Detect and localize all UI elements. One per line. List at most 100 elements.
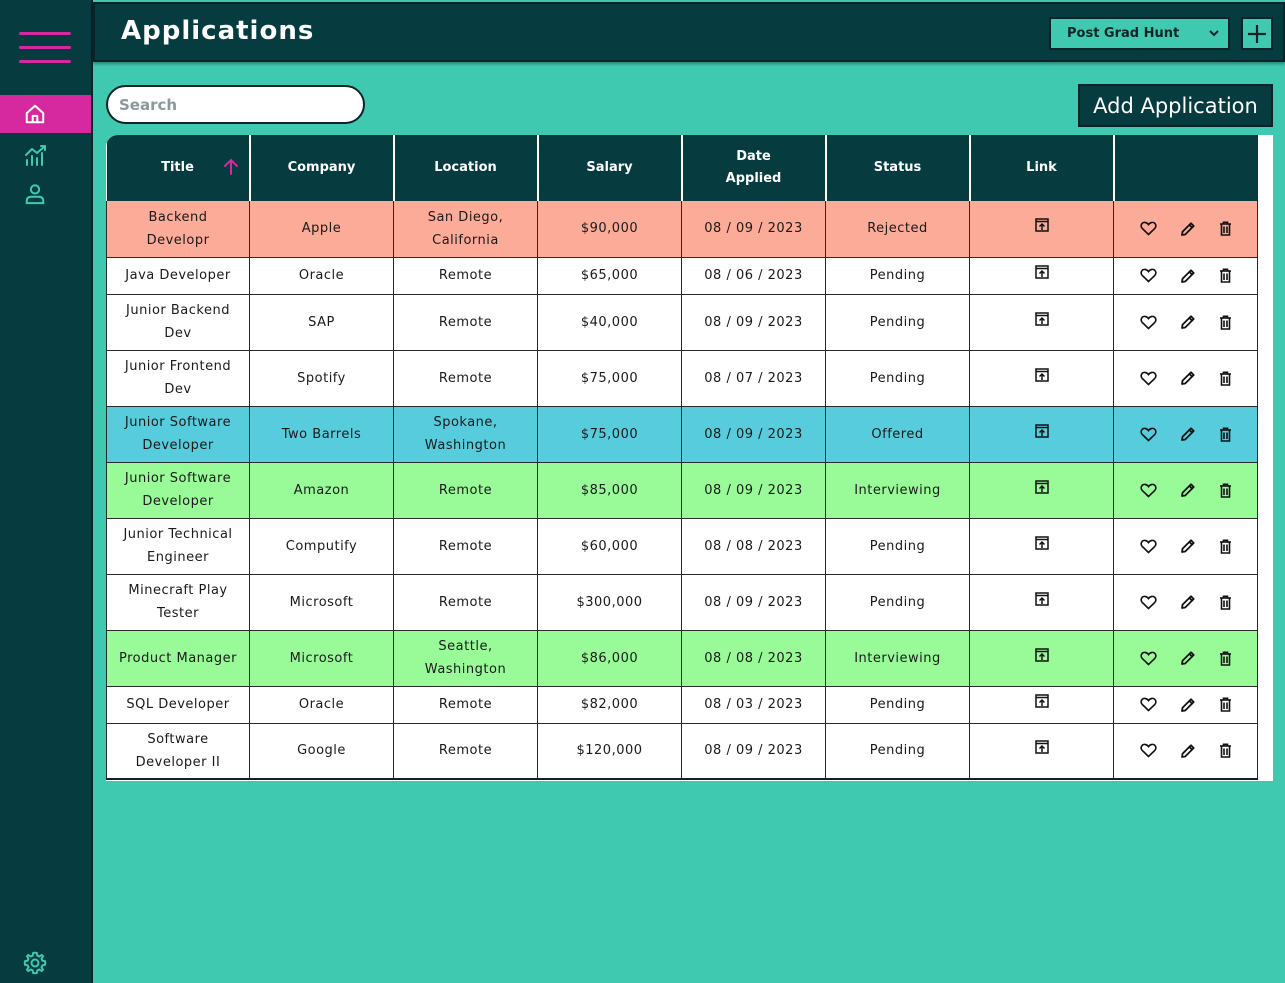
trash-icon[interactable] [1219,315,1232,330]
trash-icon[interactable] [1219,427,1232,442]
trash-icon[interactable] [1219,268,1232,283]
cell-salary: $65,000 [537,257,682,295]
top-header: Applications Post Grad Hunt [93,2,1285,62]
pencil-icon[interactable] [1180,426,1196,442]
open-link-icon[interactable] [1034,694,1049,708]
open-link-icon[interactable] [1034,535,1049,550]
trash-icon[interactable] [1219,371,1232,386]
cell-text: Minecraft Play Tester [128,583,228,621]
cell-link [969,201,1114,258]
cell-text: Junior Software Developer [124,471,232,509]
pencil-icon[interactable] [1180,314,1196,330]
column-header-date[interactable]: Date Applied [681,135,827,201]
trash-icon[interactable] [1219,595,1232,610]
table-row[interactable]: SQL Developer Oracle Remote $82,000 08 / 03 … [106,686,1258,724]
cell-location: Seattle, Washington [393,630,538,687]
sidebar [0,0,93,983]
heart-icon[interactable] [1139,595,1157,610]
open-link-icon[interactable] [1034,218,1049,232]
board-select-label: Post Grad Hunt [1067,26,1180,41]
heart-icon[interactable] [1139,651,1157,666]
open-link-icon[interactable] [1034,311,1049,326]
table-row[interactable]: Junior Frontend Dev Spotify Remote $75,000 0… [106,350,1258,407]
column-header-title[interactable]: Title [106,135,251,201]
arrow-up-icon[interactable] [223,158,239,176]
table-row[interactable]: Junior Backend Dev SAP Remote $40,000 08 / 0… [106,294,1258,351]
column-header-status[interactable]: Status [825,135,971,201]
pencil-icon[interactable] [1180,268,1196,284]
trash-icon[interactable] [1219,539,1232,554]
open-link-icon[interactable] [1034,479,1049,494]
cell-title: Junior Backend Dev [106,294,250,351]
open-link-icon[interactable] [1034,265,1049,279]
hamburger-menu-icon[interactable] [19,32,71,64]
heart-icon[interactable] [1139,483,1157,498]
cell-company: Microsoft [249,574,394,631]
pencil-icon[interactable] [1180,482,1196,498]
cell-title: Minecraft Play Tester [106,574,250,631]
pencil-icon[interactable] [1180,538,1196,554]
heart-icon[interactable] [1139,539,1157,554]
open-link-icon[interactable] [1034,423,1049,438]
table-row[interactable]: Software Developer II Google Remote $120,00… [106,723,1258,780]
plus-icon [1248,24,1266,43]
cell-salary: $86,000 [537,630,682,687]
pencil-icon[interactable] [1180,697,1196,713]
table-row[interactable]: Product Manager Microsoft Seattle, Washing… [106,630,1258,687]
pencil-icon[interactable] [1180,370,1196,386]
nav-stats[interactable] [0,136,91,174]
open-link-icon[interactable] [1034,591,1049,606]
open-link-icon[interactable] [1034,740,1049,754]
trash-icon[interactable] [1219,221,1232,237]
add-board-button[interactable] [1241,17,1273,50]
nav-home[interactable] [0,95,91,133]
cell-link [969,518,1114,575]
table-row[interactable]: Junior Software Developer Amazon Remote $85… [106,462,1258,519]
column-header-link[interactable]: Link [969,135,1115,201]
nav-settings[interactable] [22,950,48,980]
cell-actions [1113,462,1258,519]
heart-icon[interactable] [1139,371,1157,386]
heart-icon[interactable] [1139,268,1157,283]
cell-text: Junior Software Developer [124,415,232,453]
cell-status: Interviewing [825,630,970,687]
cell-status: Pending [825,686,970,724]
heart-icon[interactable] [1139,315,1157,330]
open-link-icon[interactable] [1034,647,1049,662]
cell-text: SQL Developer [126,697,230,712]
cell-actions [1113,257,1258,295]
open-link-icon[interactable] [1034,367,1049,382]
column-header-location[interactable]: Location [393,135,539,201]
search-input[interactable] [106,85,365,124]
trash-icon[interactable] [1219,483,1232,498]
board-select[interactable]: Post Grad Hunt [1049,17,1230,50]
pencil-icon[interactable] [1180,650,1196,666]
cell-actions [1113,406,1258,463]
cell-date: 08 / 09 / 2023 [681,294,826,351]
pencil-icon[interactable] [1180,743,1196,759]
table-row[interactable]: Backend Developr Apple San Diego, Californ… [106,201,1258,258]
cell-actions [1113,294,1258,351]
cell-text: Remote [438,697,493,712]
column-header-company[interactable]: Company [249,135,395,201]
cell-date: 08 / 09 / 2023 [681,406,826,463]
nav-profile[interactable] [0,175,91,213]
table-header-row: Title Company Location Salary Date Appli… [106,135,1258,201]
heart-icon[interactable] [1139,743,1157,758]
heart-icon[interactable] [1139,221,1157,236]
trash-icon[interactable] [1219,651,1232,666]
heart-icon[interactable] [1139,427,1157,442]
heart-icon[interactable] [1139,697,1157,712]
trash-icon[interactable] [1219,697,1232,712]
cell-status: Pending [825,574,970,631]
table-row[interactable]: Junior Software Developer Two Barrels Spok… [106,406,1258,463]
column-header-salary[interactable]: Salary [537,135,683,201]
table-row[interactable]: Junior Technical Engineer Computify Remote… [106,518,1258,575]
table-row[interactable]: Java Developer Oracle Remote $65,000 08 / 06… [106,257,1258,295]
table-row[interactable]: Minecraft Play Tester Microsoft Remote $300… [106,574,1258,631]
cell-link [969,257,1114,295]
add-application-button[interactable]: Add Application [1078,84,1273,127]
pencil-icon[interactable] [1180,594,1196,610]
trash-icon[interactable] [1219,743,1232,759]
pencil-icon[interactable] [1180,221,1196,237]
